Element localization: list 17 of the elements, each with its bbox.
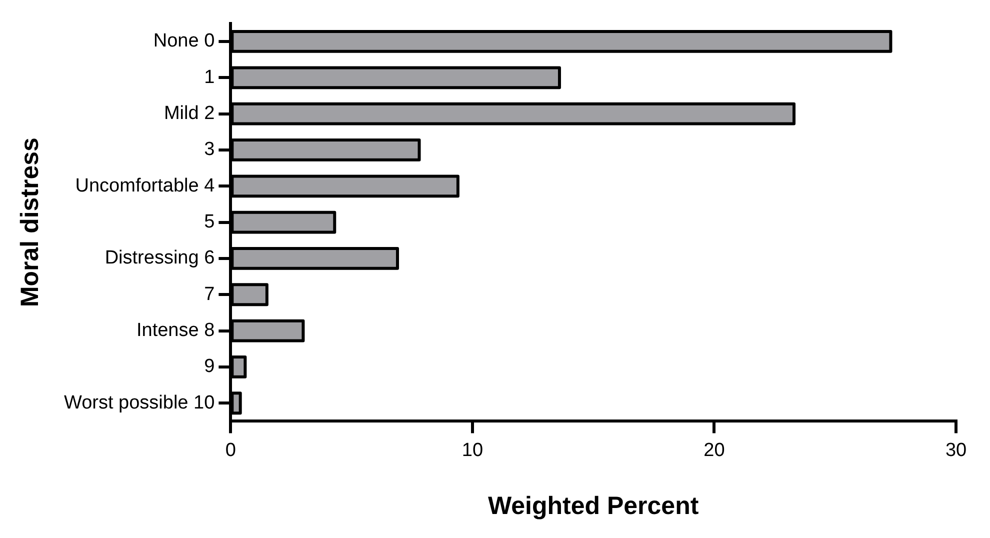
y-tick-label: 9 [204,356,215,378]
y-tick-label: Intense 8 [136,320,215,342]
x-axis-title: Weighted Percent [488,492,700,520]
x-tick-label: 20 [704,440,725,461]
x-tick-label: 0 [225,440,236,461]
y-tick-label: Worst possible 10 [64,392,215,414]
x-tick-label: 10 [462,440,484,461]
y-tick-label: 7 [204,284,215,305]
y-tick-label: 1 [204,66,215,88]
y-tick-label: 3 [204,139,215,160]
y-tick-label: Uncomfortable 4 [75,175,216,196]
y-tick-label: 5 [204,212,215,233]
y-tick-label: Mild 2 [164,103,215,124]
y-tick-label: Distressing 6 [104,248,215,269]
x-tick-label: 30 [945,440,967,461]
y-axis-title: Moral distress [16,138,44,308]
y-tick-label: None 0 [153,30,215,52]
